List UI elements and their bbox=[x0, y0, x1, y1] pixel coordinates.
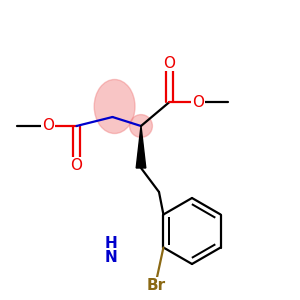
Text: O: O bbox=[42, 118, 54, 134]
Text: H
N: H N bbox=[105, 236, 117, 265]
Text: Br: Br bbox=[146, 278, 166, 293]
Text: O: O bbox=[164, 56, 175, 70]
Text: O: O bbox=[192, 94, 204, 110]
Polygon shape bbox=[136, 126, 146, 168]
Circle shape bbox=[130, 115, 152, 137]
Ellipse shape bbox=[94, 80, 135, 134]
Text: O: O bbox=[70, 158, 83, 172]
